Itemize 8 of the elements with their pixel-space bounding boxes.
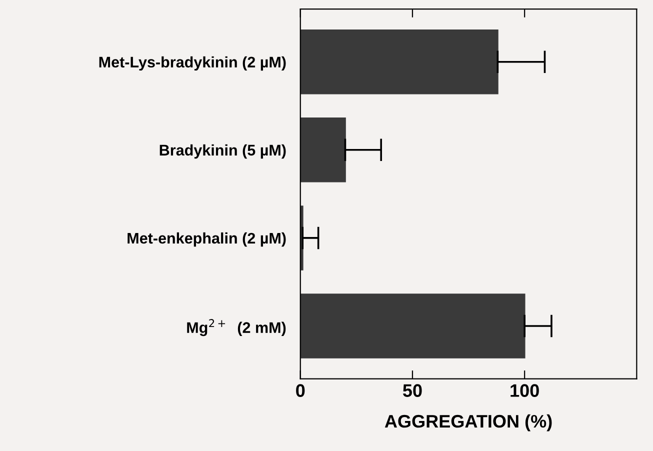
y-tick-label: Met-enkephalin (2 µM) [128,232,286,247]
y-tick-label: Bradykinin (5 µM) [160,144,286,159]
category-label: Mg$^{2+}$ (2 mM) [187,319,286,336]
x-tick-label: 0 [296,384,305,397]
x-tick-label: 50 [402,384,422,397]
y-tick-label: Met-Lys-bradykinin (2 µM) [99,56,286,71]
x-tick-label: 100 [510,384,539,397]
x-axis-title: AGGREGATION (%) [384,414,552,432]
